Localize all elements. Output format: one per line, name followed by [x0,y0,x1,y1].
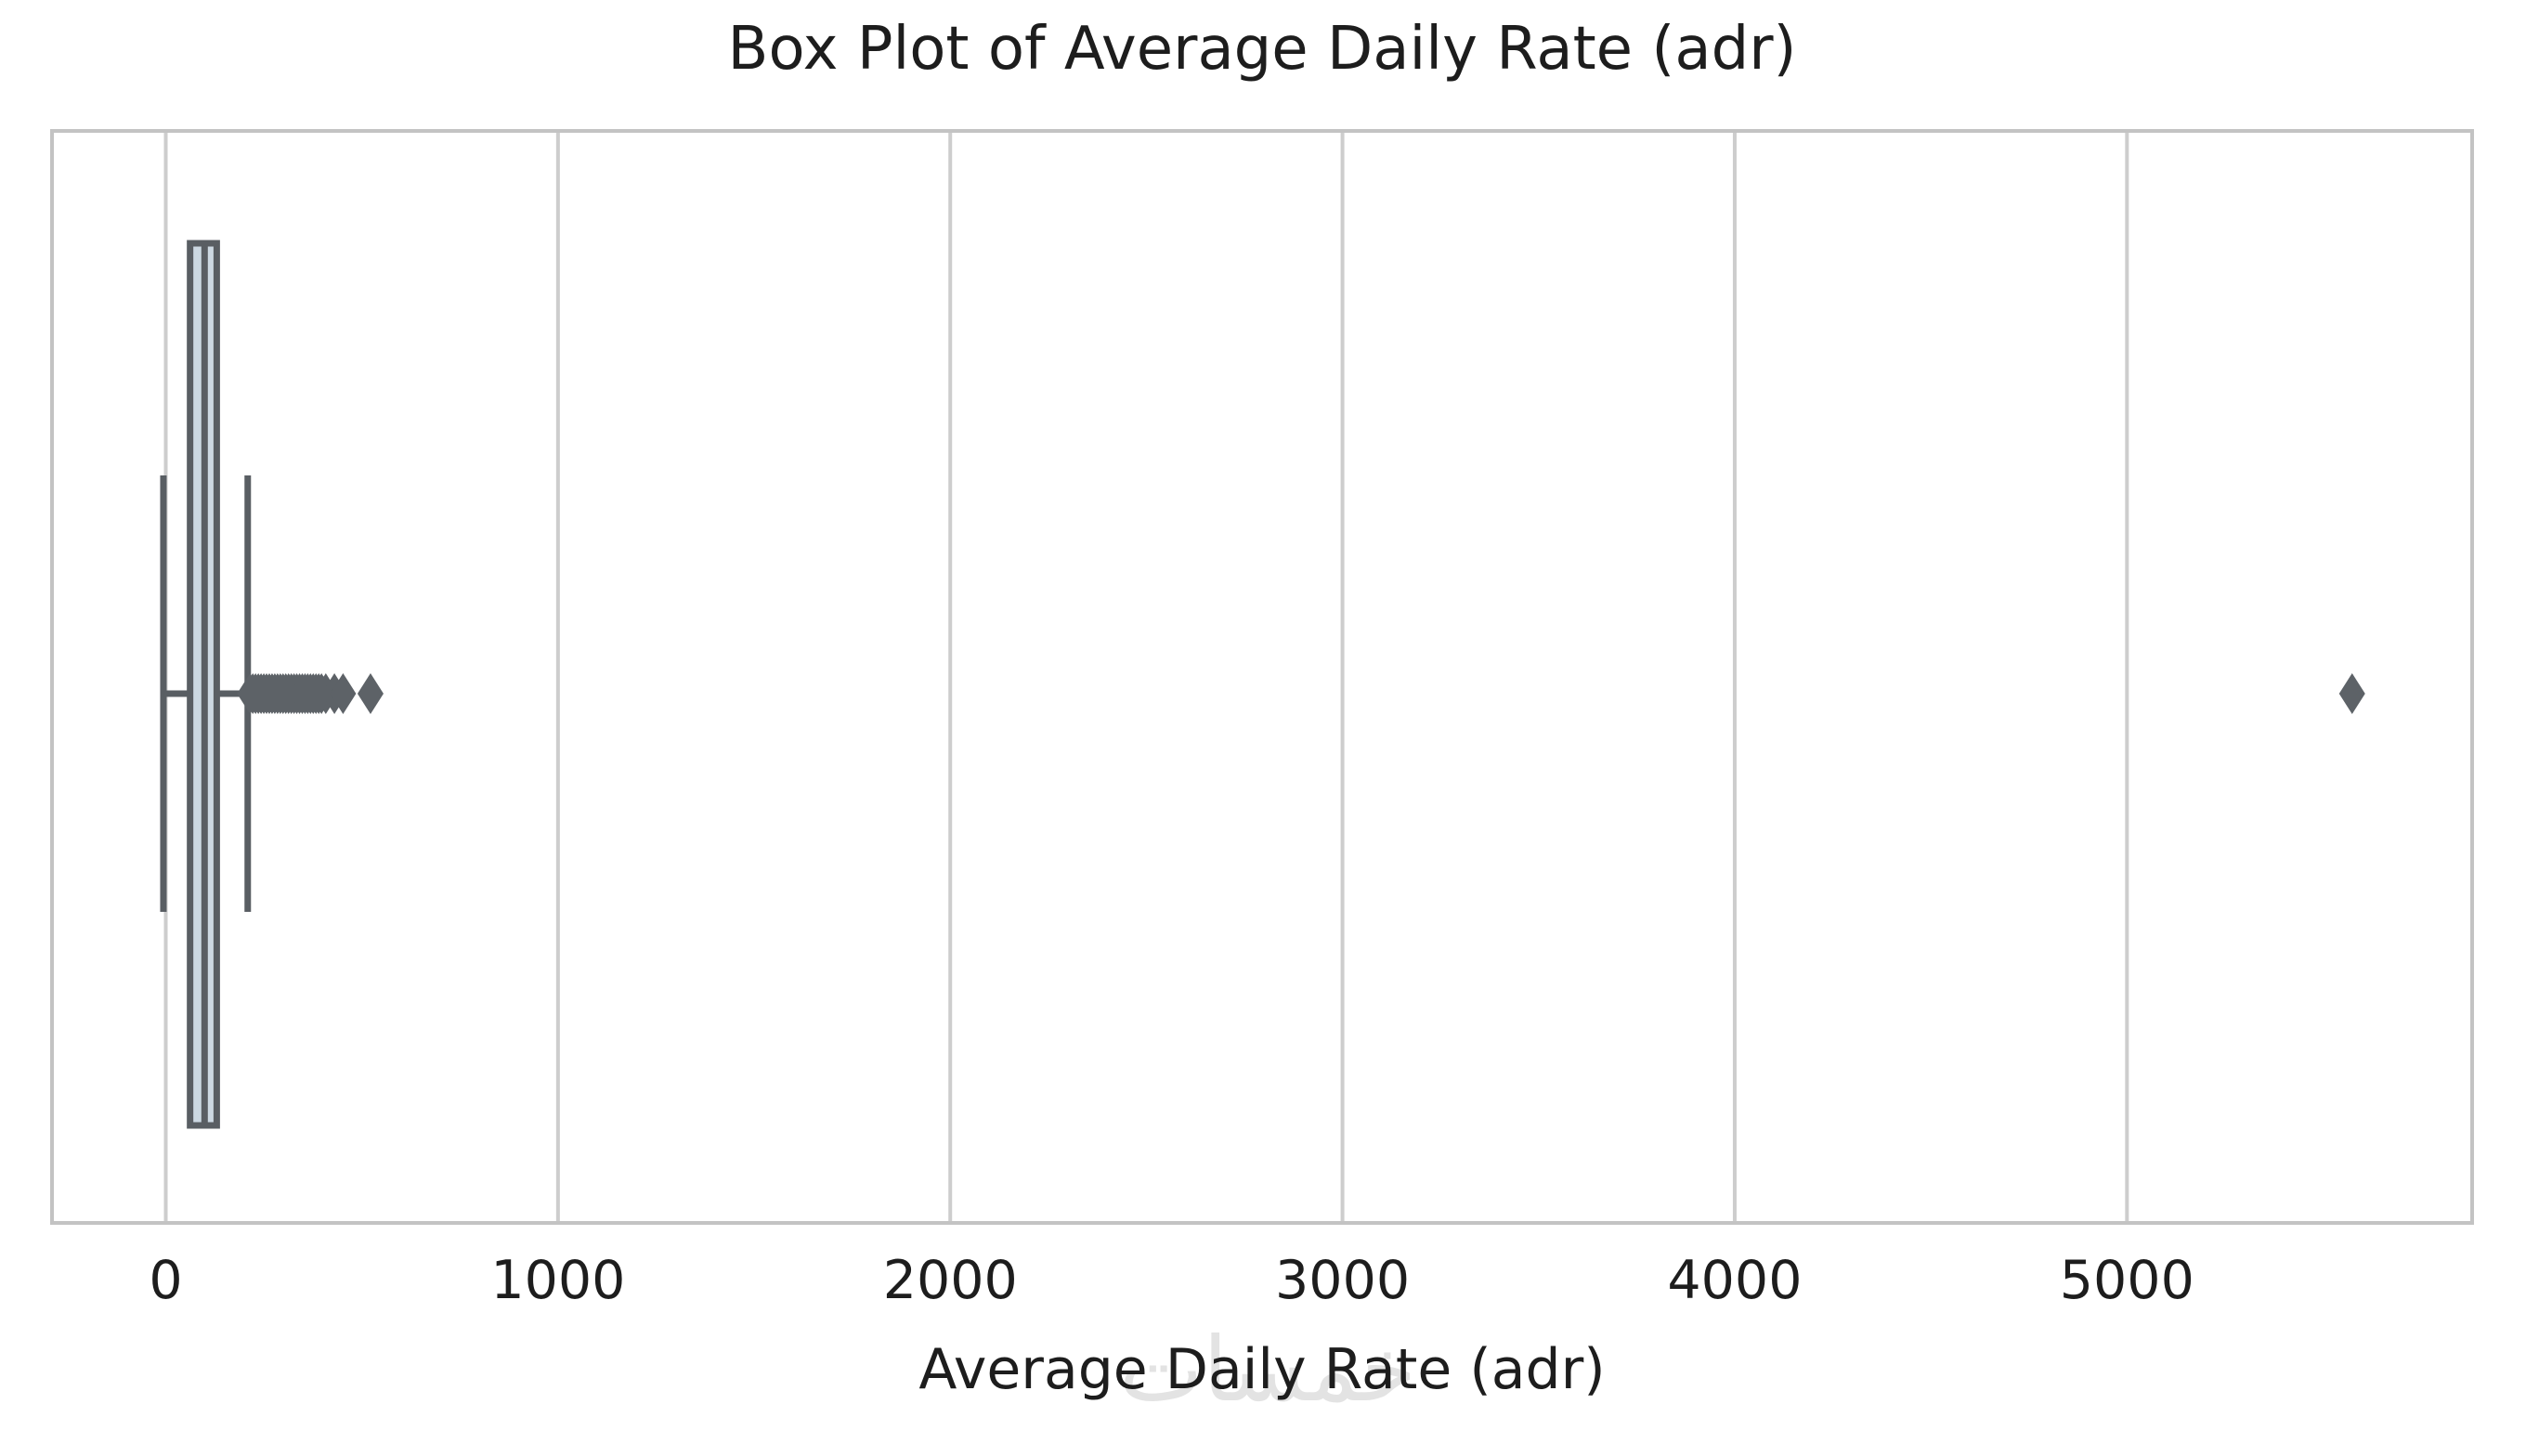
x-tick-label-5000: 5000 [2059,1250,2194,1311]
chart-title: Box Plot of Average Daily Rate (adr) [727,15,1797,84]
x-tick-label-3000: 3000 [1275,1250,1411,1311]
x-tick-label-1000: 1000 [490,1250,626,1311]
outlier-diamond [357,673,384,714]
far-outlier-diamond [2338,673,2365,714]
plot-border [50,129,2474,1225]
watermark-text: خمسات [1118,1318,1417,1422]
x-tick-label-4000: 4000 [1667,1250,1803,1311]
x-axis-label: Average Daily Rate (adr) [918,1337,1606,1402]
x-tick-label-0: 0 [149,1250,183,1311]
outlier-diamond [330,673,357,714]
x-tick-label-2000: 2000 [882,1250,1018,1311]
